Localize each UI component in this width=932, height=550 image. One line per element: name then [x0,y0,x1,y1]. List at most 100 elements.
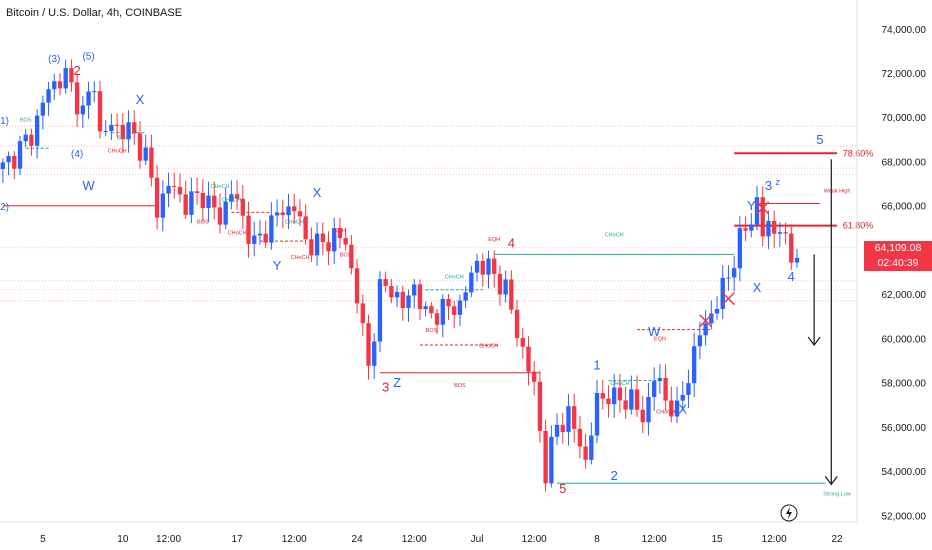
candle-body [754,197,760,225]
candle-body [194,191,200,193]
candle-body [612,387,617,405]
candle-body [240,198,245,216]
candle-body [286,206,291,216]
wave-label: 3 [382,380,389,395]
candle-body [657,377,663,382]
arrow-head [824,476,838,486]
price-tick-label: 72,000.00 [882,69,927,80]
wave-label: (3) [48,54,60,65]
candle-body [354,268,360,304]
x-mark [721,292,735,306]
smc-label: CHoCH [222,197,241,203]
candle-body [549,436,554,484]
candle-body [617,387,623,401]
candle-body [46,89,51,103]
candle-body [463,292,468,301]
candle-body [697,335,703,347]
candle-body [326,242,331,252]
candle-body [246,215,251,244]
candle-body [629,389,634,410]
wave-label: Y [273,258,282,273]
price-tick-label: 54,000.00 [882,467,927,478]
x-mark [699,314,713,328]
smc-label: CHoCH [445,275,464,281]
candle-body [669,400,674,417]
smc-label: CHoCH [656,410,675,416]
candle-body [709,313,714,324]
smc-label: BOS [340,253,352,259]
wave-label: 5 [559,481,566,496]
candle-body [429,306,434,314]
candle-body [206,195,211,209]
candle-body [589,435,594,460]
time-tick-label: 10 [117,534,129,545]
candle-body [166,185,171,194]
candle-body [257,233,263,236]
candle-body [34,115,40,146]
candle-body [309,239,314,256]
candle-body [314,233,320,256]
wave-label-z: z [775,177,780,187]
candle-body [29,134,34,146]
price-tick-label: 74,000.00 [882,25,927,36]
candle-body [412,284,417,296]
wave-label: X [678,402,687,417]
time-tick-label: 12:00 [762,534,787,545]
candle-body [97,91,103,132]
candle-body [394,291,400,298]
candle-body [726,277,731,279]
smc-label: CHoCH [108,149,127,155]
smc-label: EQH [488,237,500,243]
annotation-labels: (3)(5)2(1)(4)(2)XWXY3Z4125WXYX453zBOSBOS… [0,52,851,498]
candle-body [789,233,794,263]
smc-label: CHoCH [610,381,629,387]
lightning-icon[interactable] [780,504,798,522]
time-tick-label: 12:00 [642,534,667,545]
candle-body [440,299,445,325]
candle-body [537,381,543,431]
candle-body [492,258,497,274]
candle-body [600,393,605,399]
candle-body [771,220,777,234]
candle-body [554,424,560,437]
candle-body [366,323,371,366]
time-tick-label: 12:00 [402,534,427,545]
candle-body [623,400,628,410]
fib-label: 78.60% [843,148,874,158]
candle-body [212,195,217,208]
time-tick-label: 12:00 [282,534,307,545]
candle-body [183,194,188,215]
candle-body [69,68,74,83]
price-axis: 74,000.00 72,000.00 70,000.00 68,000.00 66,0… [882,25,927,523]
time-tick-label: 17 [232,534,244,545]
smc-label: BOS [117,135,129,141]
x-mark [756,201,770,215]
wave-label: W [82,178,95,193]
wave-label: 4 [788,269,795,284]
wave-label: 5 [816,132,823,147]
time-tick-label: 15 [711,534,723,545]
candle-body [406,295,411,309]
wave-label: (5) [82,52,94,63]
price-tick-label: 56,000.00 [882,423,927,434]
time-tick-label: 22 [831,534,843,545]
candle-body [263,233,268,243]
wave-label: W [648,324,661,339]
wave-label: (4) [71,149,83,160]
candle-body [594,393,600,436]
candle-body [57,81,63,89]
candle-body [606,398,611,405]
time-tick-label: 24 [352,534,364,545]
candle-body [92,91,97,93]
candles [0,59,800,492]
candle-body [252,235,257,244]
price-tick-label: 52,000.00 [882,511,927,522]
candle-body [423,306,428,310]
smc-label: CHoCH [290,255,309,261]
candle-body [189,191,194,215]
annotation-marks [699,159,838,486]
price-tick-label: 58,000.00 [882,379,927,390]
candle-body [560,424,565,432]
candle-body [292,206,297,212]
